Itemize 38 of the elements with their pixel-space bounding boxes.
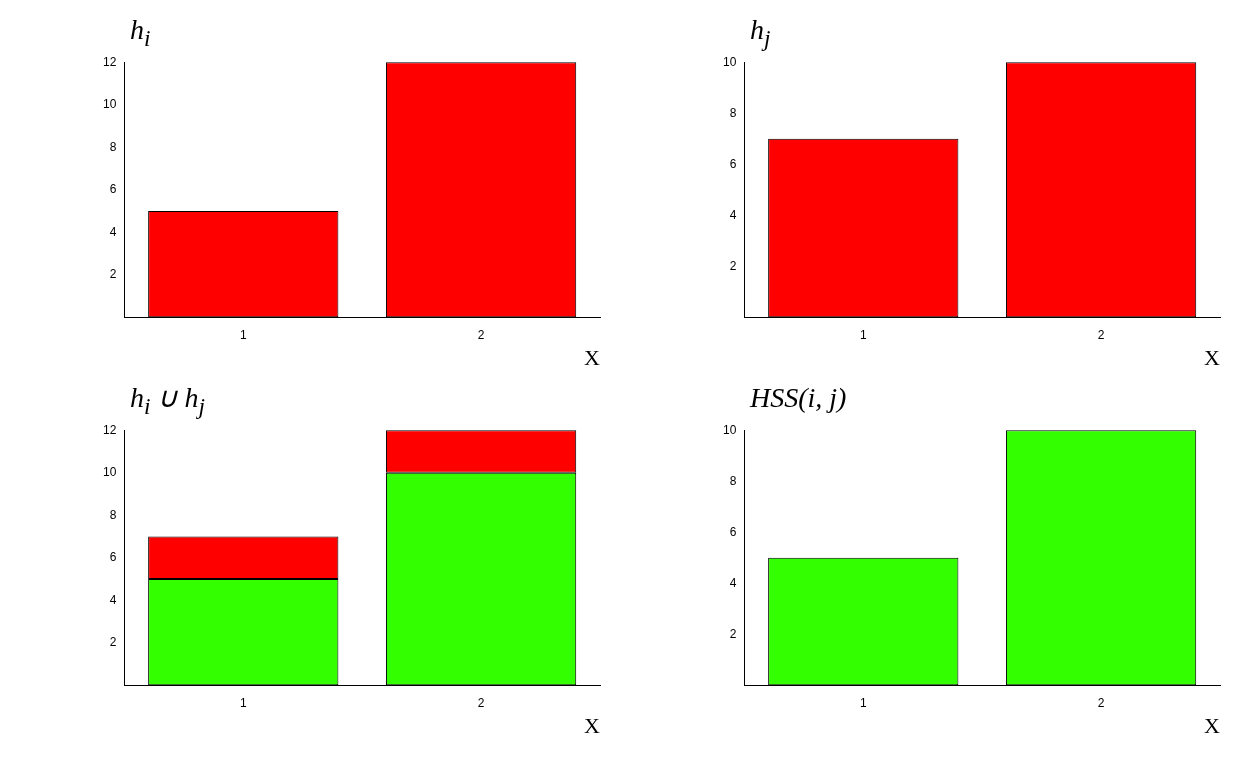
y-tick-label: 2 [109, 267, 117, 282]
y-tick-label: 4 [729, 575, 737, 590]
x-axis-title: X [1204, 344, 1221, 370]
chart-title: h$_{i}$ [129, 13, 152, 52]
y-tick-label: 10 [102, 97, 117, 112]
y-tick-label: 2 [109, 635, 117, 650]
x-tick-label: 1 [239, 327, 247, 342]
chart-title: h$_{i}$ ∪ h$_{j}$ [129, 381, 206, 420]
y-tick-label: 12 [102, 54, 117, 69]
x-tick-label: 1 [859, 695, 867, 710]
x-axis-title: X [584, 344, 601, 370]
x-tick-label: 1 [239, 695, 247, 710]
x-axis-title: X [584, 712, 601, 738]
y-tick-label: 6 [729, 156, 737, 171]
y-tick-label: 4 [109, 224, 117, 239]
y-tick-label: 4 [109, 592, 117, 607]
y-tick-label: 4 [729, 207, 737, 222]
y-tick-label: 6 [729, 524, 737, 539]
y-tick-label: 10 [102, 465, 117, 480]
x-axis-title: X [1204, 712, 1221, 738]
y-tick-label: 10 [722, 422, 737, 437]
x-tick-label: 2 [477, 695, 485, 710]
x-tick-label: 2 [1097, 695, 1105, 710]
y-tick-label: 8 [729, 105, 737, 120]
y-tick-label: 8 [109, 139, 117, 154]
chart-title: HSS(i, j) [748, 381, 848, 415]
x-tick-label: 2 [477, 327, 485, 342]
x-tick-label: 2 [1097, 327, 1105, 342]
y-tick-label: 2 [729, 626, 737, 641]
y-tick-label: 6 [109, 182, 117, 197]
y-tick-label: 2 [729, 258, 737, 273]
chart-title: h$_{j}$ [749, 13, 772, 52]
y-tick-label: 10 [722, 54, 737, 69]
y-tick-label: 6 [109, 550, 117, 565]
y-tick-label: 12 [102, 422, 117, 437]
x-tick-label: 1 [859, 327, 867, 342]
y-tick-label: 8 [109, 507, 117, 522]
y-tick-label: 8 [729, 473, 737, 488]
